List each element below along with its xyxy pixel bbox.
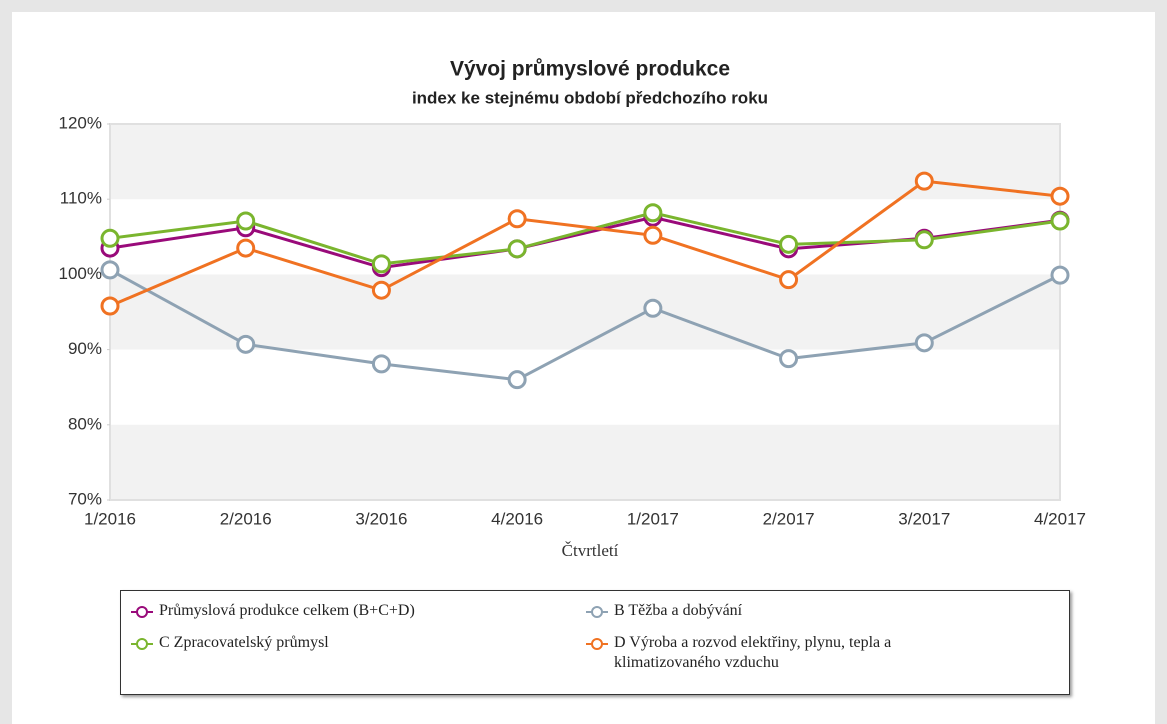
- y-tick-label: 80%: [68, 414, 102, 433]
- point: [643, 225, 663, 245]
- y-tick-label: 90%: [68, 339, 102, 358]
- point: [779, 349, 799, 369]
- legend-item[interactable]: Průmyslová produkce celkem (B+C+D): [131, 601, 586, 621]
- series-line: [109, 268, 1061, 382]
- point: [100, 228, 120, 248]
- point: [643, 203, 663, 223]
- legend-icon: [586, 638, 608, 650]
- point: [914, 333, 934, 353]
- legend-marker: [136, 606, 148, 618]
- point: [236, 334, 256, 354]
- plot-band: [110, 424, 1060, 500]
- legend-marker: [136, 638, 148, 650]
- x-tick-label: 1/2016: [84, 509, 136, 528]
- legend-item[interactable]: B Těžba a dobývání: [586, 601, 1066, 621]
- point: [236, 211, 256, 231]
- x-tick-label: 4/2016: [491, 509, 543, 528]
- point: [507, 370, 527, 390]
- plot-band: [110, 124, 1060, 200]
- x-tick-label: 2/2017: [763, 509, 815, 528]
- chart-subtitle: index ke stejnému období předchozího rok…: [412, 88, 768, 107]
- point: [100, 260, 120, 280]
- x-tick-label: 3/2017: [898, 509, 950, 528]
- point: [371, 354, 391, 374]
- y-tick-label: 120%: [59, 113, 102, 132]
- legend-icon: [586, 606, 608, 618]
- point: [507, 239, 527, 259]
- x-axis-title: Čtvrtletí: [562, 541, 619, 560]
- point: [1050, 186, 1070, 206]
- point: [779, 270, 799, 290]
- plot-band: [110, 274, 1060, 350]
- point: [779, 234, 799, 254]
- point: [914, 171, 934, 191]
- legend-item[interactable]: C Zpracovatelský průmysl: [131, 633, 586, 673]
- point: [914, 230, 934, 250]
- legend-icon: [131, 638, 153, 650]
- series-line: [109, 211, 1061, 266]
- x-tick-label: 1/2017: [627, 509, 679, 528]
- legend-marker: [591, 606, 603, 618]
- point: [371, 254, 391, 274]
- point: [100, 296, 120, 316]
- point: [643, 298, 663, 318]
- legend-marker: [591, 638, 603, 650]
- legend-icon: [131, 606, 153, 618]
- legend: Průmyslová produkce celkem (B+C+D) B Těžb…: [120, 590, 1070, 695]
- chart-title: Vývoj průmyslové produkce: [450, 58, 730, 81]
- y-tick-label: 100%: [59, 264, 102, 283]
- legend-label: C Zpracovatelský průmysl: [159, 634, 329, 651]
- legend-item[interactable]: D Výroba a rozvod elektřiny, plynu, tepl…: [586, 633, 1066, 673]
- point: [236, 238, 256, 258]
- x-tick-label: 4/2017: [1034, 509, 1086, 528]
- point: [1050, 265, 1070, 285]
- legend-label: Průmyslová produkce celkem (B+C+D): [159, 602, 415, 619]
- x-tick-label: 3/2016: [355, 509, 407, 528]
- legend-label: B Těžba a dobývání: [614, 602, 743, 619]
- point: [507, 209, 527, 229]
- y-tick-label: 70%: [68, 489, 102, 508]
- legend-label: D Výroba a rozvod elektřiny, plynu, tepl…: [614, 634, 892, 671]
- x-tick-label: 2/2016: [220, 509, 272, 528]
- point: [1050, 211, 1070, 231]
- series-line: [109, 179, 1061, 308]
- point: [371, 280, 391, 300]
- y-tick-label: 110%: [60, 189, 102, 208]
